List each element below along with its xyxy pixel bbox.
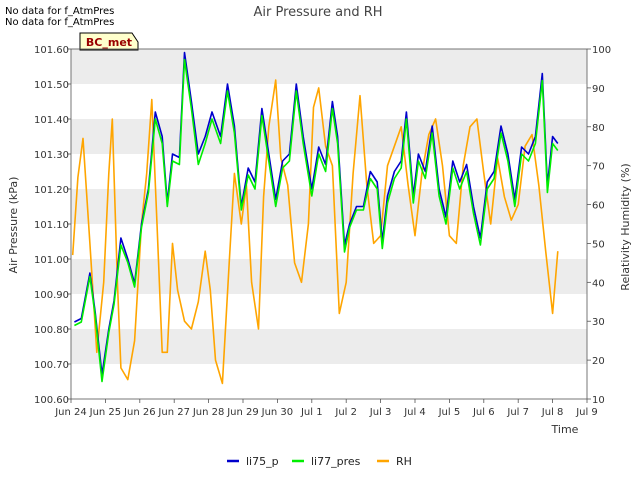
x-tick-label: Jul 1 (300, 407, 323, 418)
x-tick-label: Jul 5 (438, 407, 461, 418)
legend-label-li75_p: li75_p (246, 455, 279, 468)
y2-tick-label: 60 (592, 201, 605, 212)
y-axis-label: Air Pressure (kPa) (7, 177, 20, 274)
legend-label-RH: RH (396, 455, 412, 468)
x-tick-label: Jul 6 (472, 407, 495, 418)
badge-label: BC_met (86, 36, 132, 49)
x-tick-label: Jul 3 (369, 407, 392, 418)
y-tick-label: 100.90 (34, 290, 69, 301)
legend-label-li77_pres: li77_pres (311, 455, 361, 468)
y2-tick-label: 30 (592, 317, 605, 328)
legend: li75_p li77_pres RH (227, 455, 412, 468)
y-tick-label: 101.10 (34, 220, 69, 231)
series-line-li75_p (74, 51, 559, 376)
y-tick-label: 101.20 (34, 185, 69, 196)
x-tick-label: Jun 26 (123, 407, 156, 418)
y-tick-label: 100.60 (34, 395, 69, 406)
x-tick-label: Jun 29 (226, 407, 259, 418)
grid-bands (71, 49, 587, 364)
y-tick-label: 101.60 (34, 45, 69, 56)
y-axis-right: 10 20 30 40 50 60 70 80 90 100 (587, 45, 611, 406)
y-tick-label: 101.40 (34, 115, 69, 126)
y2-axis-label: Relativity Humidity (%) (619, 163, 632, 290)
x-tick-label: Jun 30 (261, 407, 294, 418)
series-layer (71, 51, 559, 385)
station-badge: BC_met (79, 32, 139, 51)
x-tick-label: Jun 25 (89, 407, 122, 418)
y2-tick-label: 80 (592, 123, 605, 134)
y2-tick-label: 50 (592, 239, 605, 250)
y2-tick-label: 20 (592, 356, 605, 367)
x-tick-label: Jun 28 (192, 407, 225, 418)
x-tick-label: Jul 9 (575, 407, 598, 418)
no-data-note: No data for f_AtmPres (5, 6, 115, 17)
x-tick-label: Jul 8 (541, 407, 564, 418)
y-tick-label: 101.00 (34, 255, 69, 266)
x-tick-label: Jul 2 (334, 407, 357, 418)
x-tick-label: Jul 7 (506, 407, 529, 418)
y-tick-label: 100.70 (34, 360, 69, 371)
x-axis-label: Time (551, 423, 579, 436)
y-tick-label: 101.30 (34, 150, 69, 161)
y2-tick-label: 100 (592, 45, 611, 56)
y2-tick-label: 40 (592, 278, 605, 289)
y-tick-label: 100.80 (34, 325, 69, 336)
series-line-li77_pres (74, 58, 559, 383)
x-tick-label: Jul 4 (403, 407, 426, 418)
y-axis-left: 100.60 100.70 100.80 100.90 101.00 101.10 101.… (34, 45, 71, 406)
y2-tick-label: 70 (592, 162, 605, 173)
chart-title: Air Pressure and RH (253, 5, 382, 20)
y-tick-label: 101.50 (34, 80, 69, 91)
grid-band (71, 49, 587, 84)
x-tick-label: Jun 24 (54, 407, 87, 418)
series-line-RH (71, 79, 559, 385)
x-axis: Jun 24 Jun 25 Jun 26 Jun 27 Jun 28 Jun 29 Jun … (54, 399, 598, 418)
y2-tick-label: 90 (592, 84, 605, 95)
no-data-note: No data for f_AtmPres (5, 17, 115, 28)
grid-band (71, 329, 587, 364)
y2-tick-label: 10 (592, 395, 605, 406)
x-tick-label: Jun 27 (157, 407, 190, 418)
grid-band (71, 259, 587, 294)
